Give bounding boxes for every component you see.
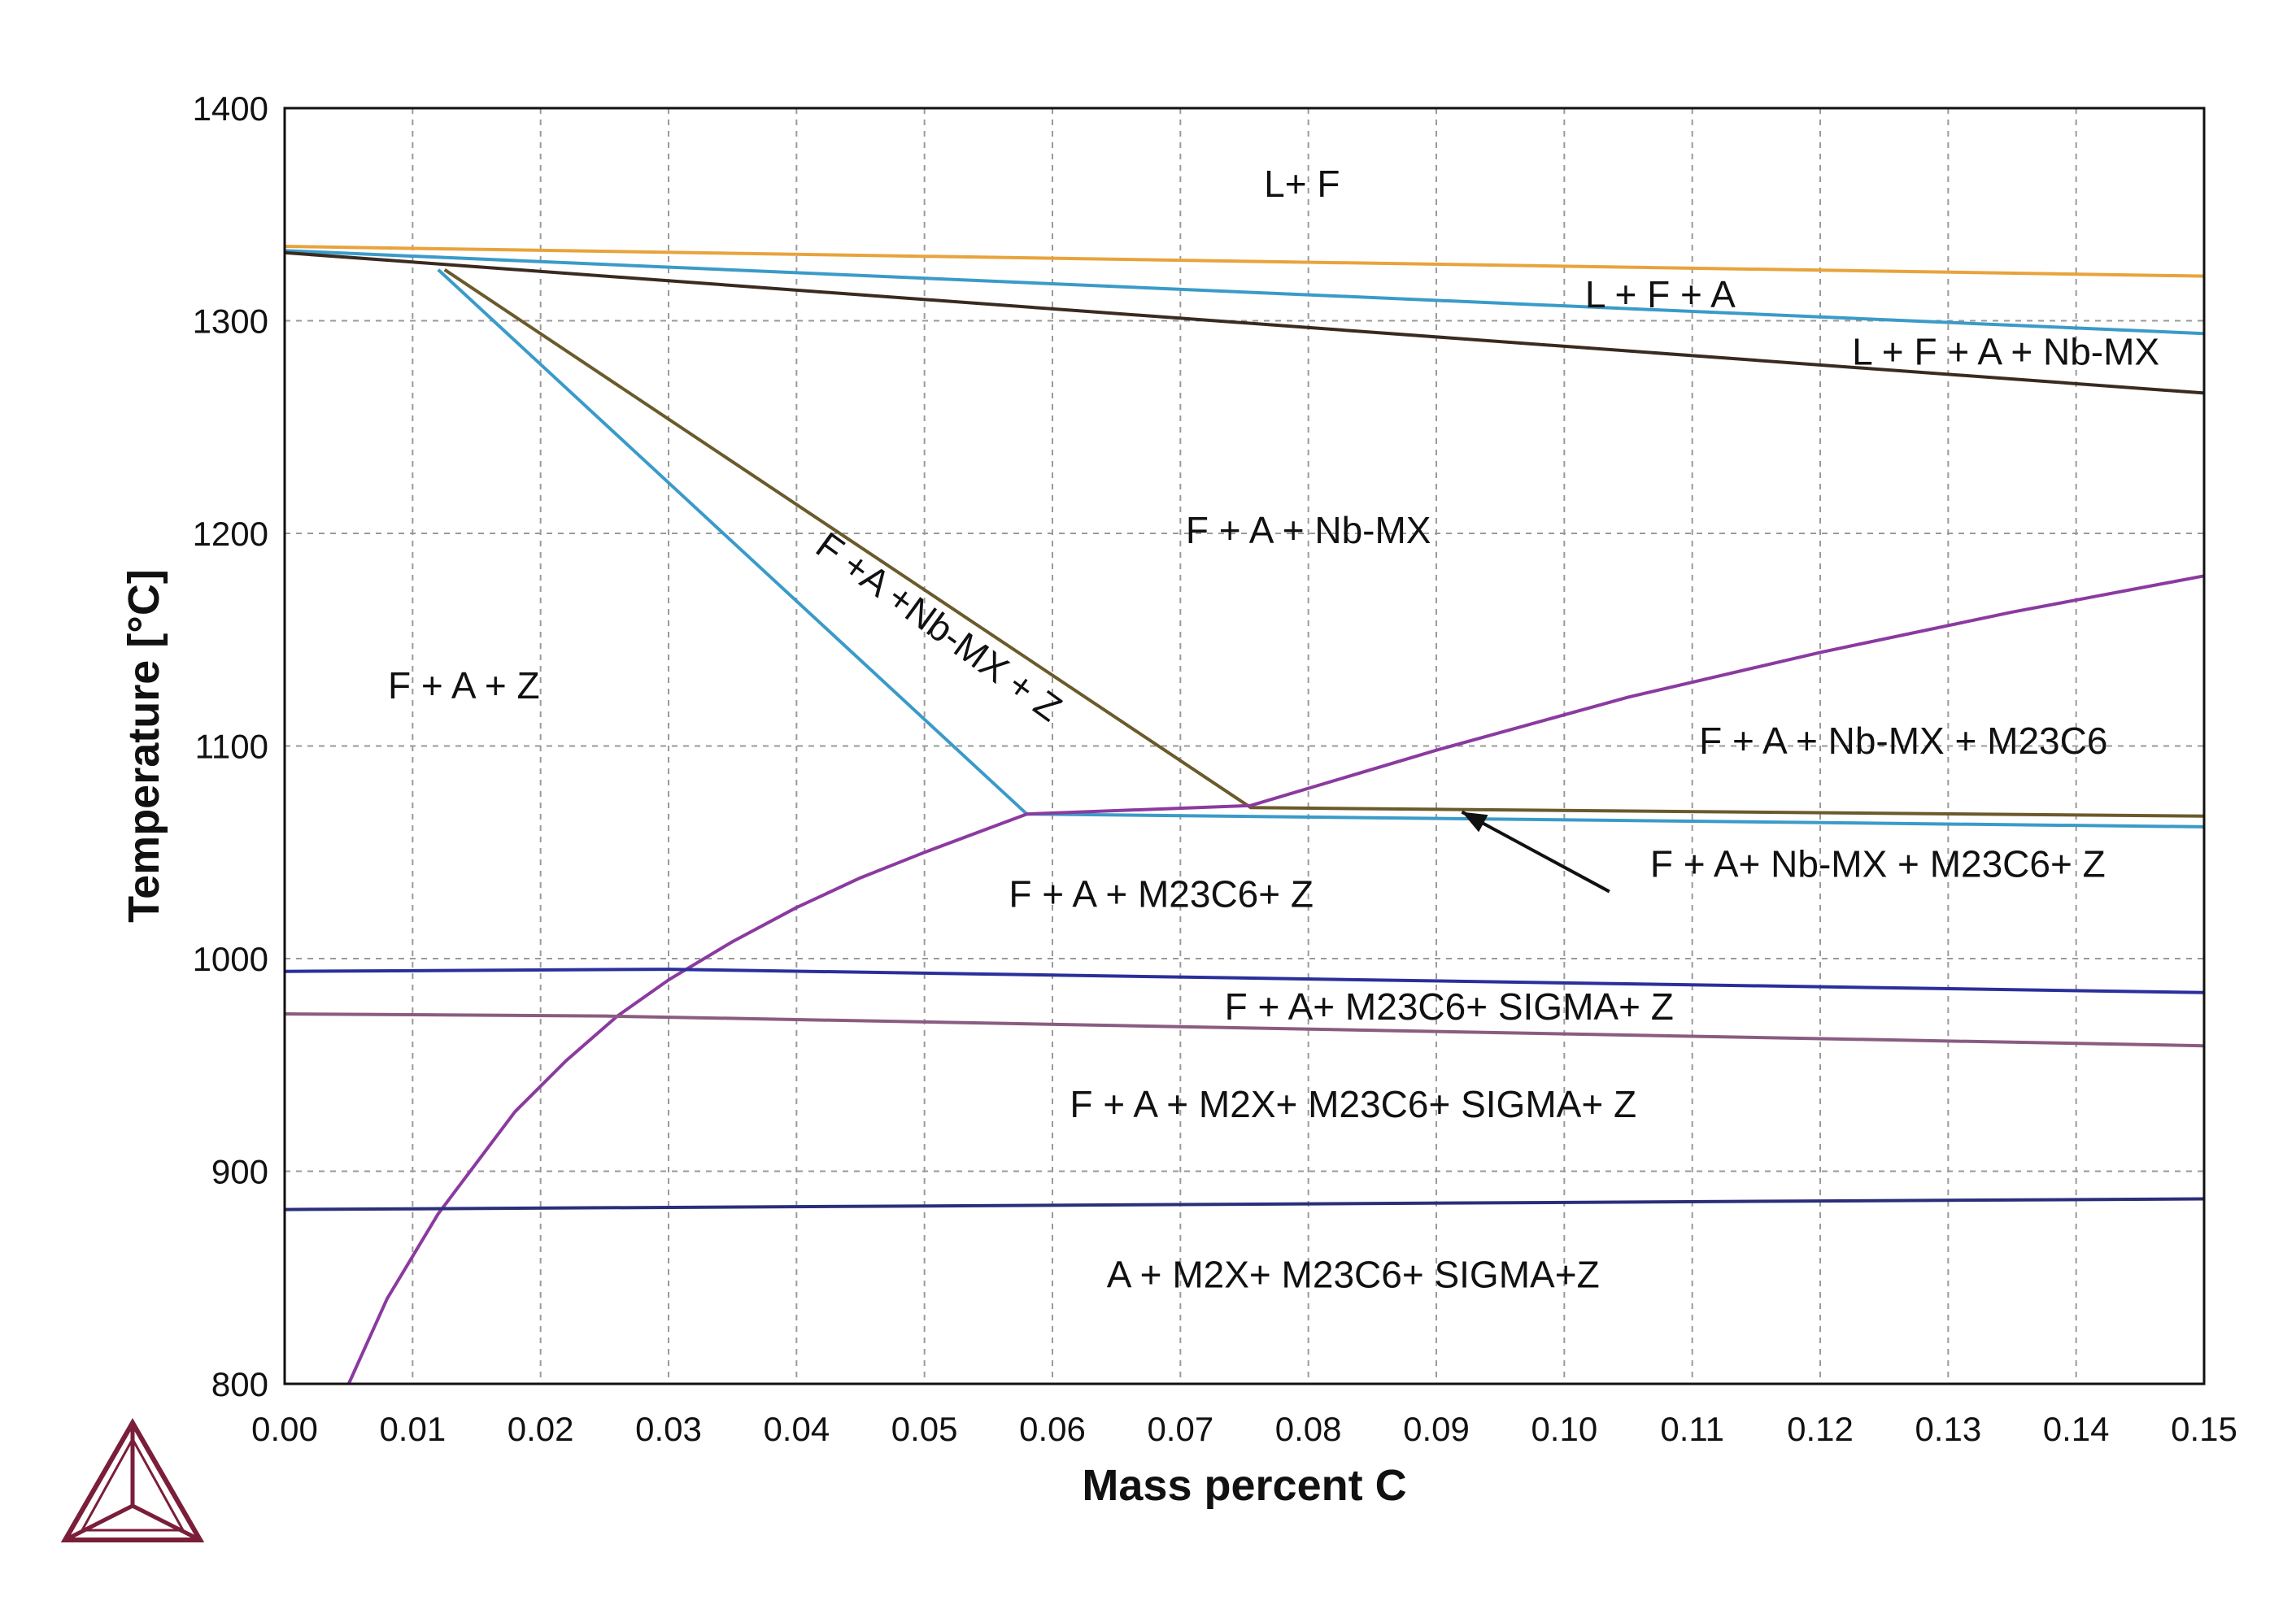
phase-boundary-line bbox=[284, 1197, 2205, 1211]
x-tick-label: 0.12 bbox=[1787, 1410, 1854, 1448]
y-axis-title: Temperature [°C] bbox=[120, 569, 168, 923]
x-tick-labels: 0.00 0.01 0.02 0.03 0.04 0.05 0.06 0.07 0.08 0.09… bbox=[251, 1410, 2237, 1448]
region-label: L + F + A bbox=[1585, 273, 1736, 315]
y-tick-label: 1200 bbox=[193, 515, 268, 553]
x-tick-label: 0.11 bbox=[1660, 1410, 1724, 1448]
phase-boundary-line bbox=[346, 574, 2205, 1385]
x-tick-label: 0.03 bbox=[635, 1410, 702, 1448]
phase-boundary-line bbox=[284, 1012, 2205, 1048]
arrow-head-icon bbox=[1462, 811, 1488, 833]
chart-background bbox=[33, 33, 2263, 1577]
annotation-arrow bbox=[1461, 810, 1610, 894]
y-tick-label: 1000 bbox=[193, 940, 268, 978]
x-tick-label: 0.06 bbox=[1019, 1410, 1086, 1448]
x-axis-title: Mass percent C bbox=[1082, 1461, 1406, 1510]
region-label: L+ F bbox=[1264, 163, 1340, 205]
phase-boundary-line bbox=[284, 249, 2205, 336]
x-tick-label: 0.02 bbox=[508, 1410, 574, 1448]
region-label: F + A + M23C6+ Z bbox=[1009, 872, 1314, 915]
series-layer bbox=[284, 245, 2205, 1385]
region-label: F + A + Nb-MX + M23C6 bbox=[1699, 720, 2107, 762]
region-label: F + A + Nb-MX bbox=[1186, 509, 1431, 551]
y-tick-label: 1400 bbox=[193, 89, 268, 128]
x-tick-label: 0.00 bbox=[251, 1410, 318, 1448]
y-tick-label: 1300 bbox=[193, 302, 268, 341]
x-tick-label: 0.15 bbox=[2171, 1410, 2237, 1448]
y-tick-labels: 800 900 1000 1100 1200 1300 1400 bbox=[193, 89, 268, 1403]
region-label: F + A+ M23C6+ SIGMA+ Z bbox=[1225, 985, 1674, 1028]
phase-boundary-line bbox=[284, 250, 2205, 395]
y-tick-label: 900 bbox=[211, 1153, 268, 1191]
region-label: F + A + Z bbox=[388, 664, 540, 707]
grid bbox=[285, 108, 2204, 1384]
thermo-calc-logo-icon bbox=[60, 1417, 205, 1542]
y-tick-label: 1100 bbox=[195, 728, 268, 766]
x-tick-label: 0.05 bbox=[891, 1410, 958, 1448]
x-tick-label: 0.10 bbox=[1531, 1410, 1597, 1448]
phase-boundary-line bbox=[284, 245, 2205, 278]
x-tick-label: 0.08 bbox=[1275, 1410, 1342, 1448]
region-label: A + M2X+ M23C6+ SIGMA+Z bbox=[1107, 1253, 1600, 1295]
x-tick-label: 0.01 bbox=[379, 1410, 446, 1448]
x-tick-label: 0.09 bbox=[1403, 1410, 1470, 1448]
plot-frame bbox=[283, 107, 2206, 1385]
region-label: L + F + A + Nb-MX bbox=[1852, 330, 2159, 372]
region-label: F + A+ Nb-MX + M23C6+ Z bbox=[1650, 843, 2106, 885]
x-tick-label: 0.13 bbox=[1915, 1410, 1981, 1448]
phase-boundary-line bbox=[284, 968, 2205, 994]
y-tick-label: 800 bbox=[211, 1365, 268, 1403]
x-tick-label: 0.04 bbox=[763, 1410, 830, 1448]
x-tick-label: 0.07 bbox=[1147, 1410, 1213, 1448]
x-tick-label: 0.14 bbox=[2043, 1410, 2110, 1448]
region-label: F + A + M2X+ M23C6+ SIGMA+ Z bbox=[1070, 1083, 1636, 1125]
phase-boundary-line bbox=[443, 268, 2205, 818]
